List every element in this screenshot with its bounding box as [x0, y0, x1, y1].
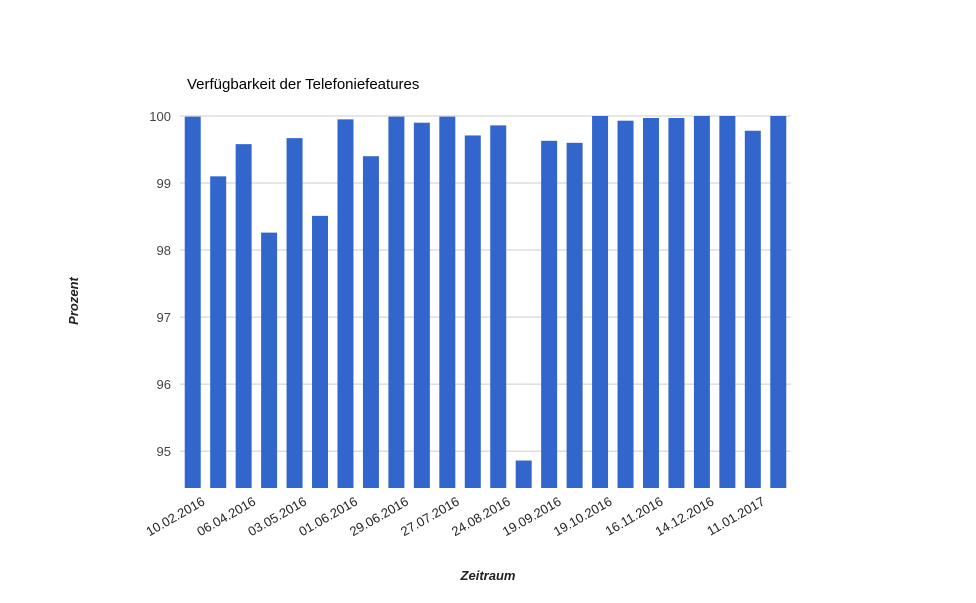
bar	[490, 125, 507, 488]
y-tick-label: 95	[157, 444, 171, 459]
y-tick-label: 100	[149, 109, 171, 124]
bar	[566, 142, 583, 489]
gridlines	[180, 115, 791, 452]
y-axis-title: Prozent	[66, 276, 81, 324]
x-tick-label: 14.12.2016	[653, 494, 717, 540]
bar	[668, 118, 685, 489]
bar	[388, 116, 405, 488]
bar	[770, 116, 787, 488]
bar	[464, 135, 481, 488]
bar	[210, 176, 227, 488]
x-axis-ticks: 10.02.201606.04.201603.05.201601.06.2016…	[143, 494, 767, 540]
bar	[541, 140, 558, 489]
bar	[312, 215, 329, 488]
bar	[261, 232, 278, 488]
y-tick-label: 99	[157, 176, 171, 191]
bar	[286, 138, 303, 489]
bar	[617, 120, 634, 488]
bar	[362, 156, 379, 488]
bar	[439, 116, 456, 488]
bar	[235, 144, 252, 488]
x-tick-label: 11.01.2017	[704, 494, 767, 539]
x-tick-label: 19.10.2016	[551, 494, 615, 540]
x-axis-title: Zeitraum	[460, 568, 516, 583]
y-tick-label: 97	[157, 310, 171, 325]
bar	[642, 118, 659, 489]
bars	[184, 116, 787, 489]
chart-title: Verfügbarkeit der Telefoniefeatures	[187, 76, 419, 93]
bar	[337, 119, 354, 488]
y-tick-label: 96	[157, 377, 171, 392]
bar	[592, 116, 609, 488]
y-axis-ticks: 95 96 97 98 99 100	[149, 109, 171, 459]
bar	[719, 116, 736, 488]
bar	[184, 116, 201, 488]
bar	[515, 460, 532, 488]
bar	[744, 130, 761, 488]
bar	[413, 122, 430, 489]
y-tick-label: 98	[157, 243, 171, 258]
bar	[693, 116, 710, 488]
